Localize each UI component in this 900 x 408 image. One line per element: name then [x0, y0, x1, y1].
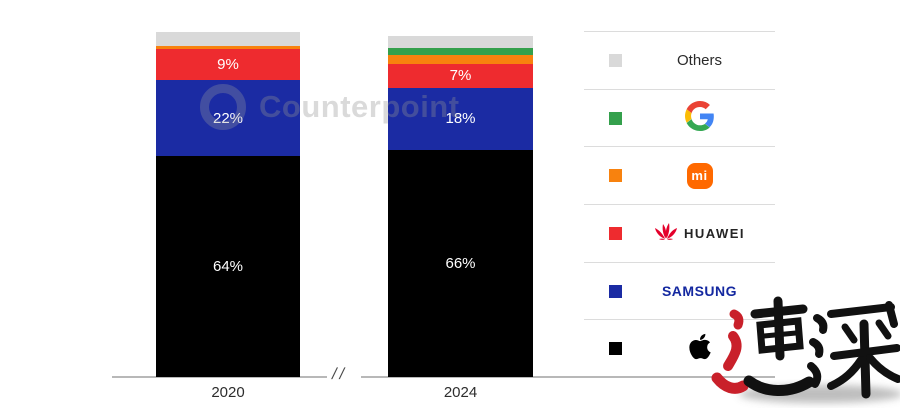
bar-segment-samsung: 22% — [156, 80, 300, 157]
bar-segment-samsung: 18% — [388, 87, 533, 150]
legend-row-others: Others — [584, 31, 775, 89]
segment-value-label: 7% — [449, 67, 472, 85]
segment-value-label: 18% — [445, 110, 476, 128]
bar-segment-huawei: 7% — [388, 63, 533, 88]
bar-segment-google — [388, 48, 533, 55]
google-swatch — [609, 111, 622, 125]
bar-segment-apple: 64% — [156, 156, 300, 377]
others-label: Others — [676, 51, 722, 69]
google-g-icon — [684, 100, 715, 136]
others-swatch — [609, 53, 622, 67]
huawei-wordmark: HUAWEI — [684, 225, 745, 241]
bar-segment-xiaomi — [156, 45, 300, 50]
apple-swatch — [609, 342, 622, 356]
stacked-bar-2020: 9% 22% 64% — [156, 32, 300, 377]
legend-row-google — [584, 88, 775, 147]
huawei-flower-icon — [654, 222, 678, 245]
apple-logo-icon — [688, 332, 712, 366]
segment-value-label: 9% — [217, 56, 239, 74]
segment-value-label: 66% — [445, 254, 476, 272]
legend-row-apple — [584, 319, 775, 377]
stacked-bar-2024: 7% 18% 66% — [388, 36, 533, 377]
legend-row-huawei: HUAWEI — [584, 204, 775, 262]
x-tick-2020: 2020 — [211, 384, 245, 401]
xiaomi-mi-icon: mi — [686, 162, 713, 189]
bar-segment-apple: 66% — [388, 149, 533, 377]
legend-row-xiaomi: mi — [584, 146, 775, 204]
legend-row-samsung: SAMSUNG — [584, 261, 775, 320]
axis-break-gap — [327, 372, 361, 382]
x-axis-line — [112, 376, 775, 378]
bar-segment-huawei: 9% — [156, 49, 300, 81]
bar-segment-others — [156, 32, 300, 46]
x-tick-2024: 2024 — [443, 384, 478, 401]
xiaomi-swatch — [609, 169, 622, 183]
samsung-swatch — [609, 284, 622, 298]
segment-value-label: 22% — [212, 109, 244, 127]
huawei-swatch — [609, 226, 622, 240]
legend: Others mi — [584, 31, 775, 377]
segment-value-label: 64% — [212, 258, 244, 276]
bar-segment-others — [388, 36, 533, 49]
samsung-wordmark: SAMSUNG — [661, 283, 738, 300]
bar-segment-xiaomi — [388, 54, 533, 64]
